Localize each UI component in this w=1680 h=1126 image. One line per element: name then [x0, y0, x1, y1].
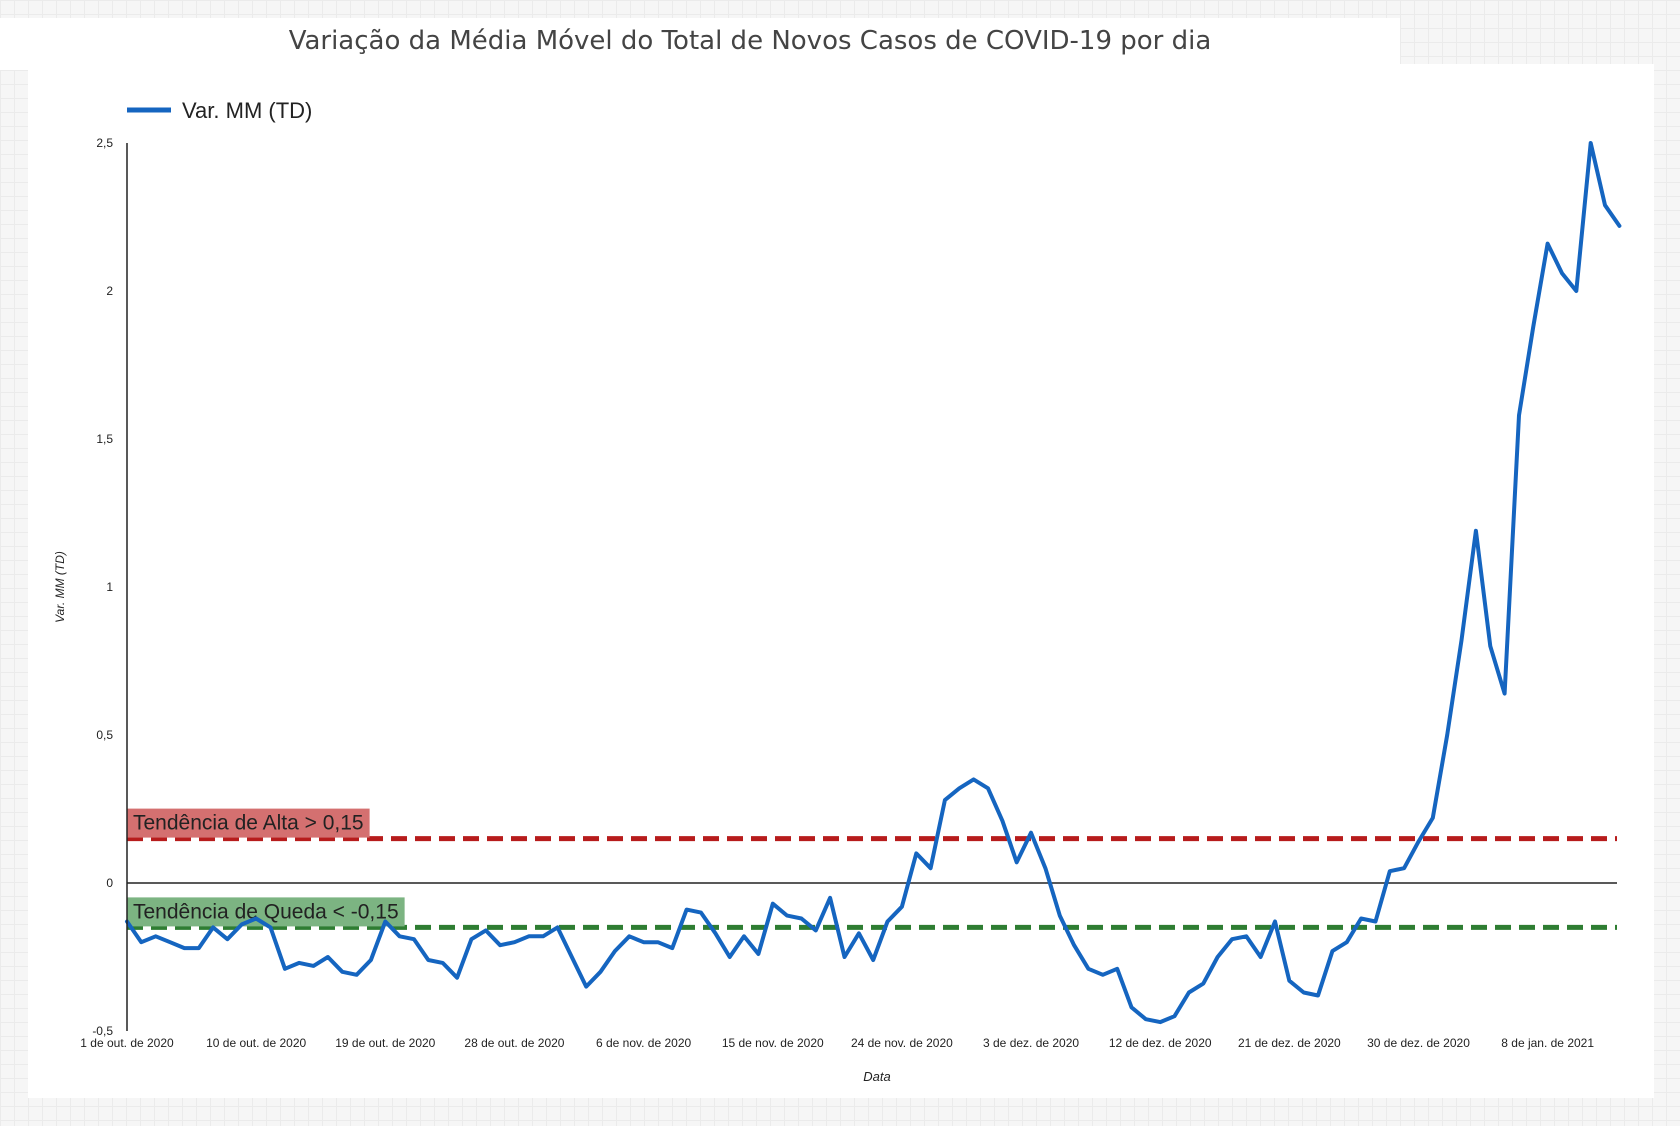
- reference-line-label: Tendência de Alta > 0,15: [133, 812, 364, 835]
- x-tick-label: 15 de nov. de 2020: [722, 1036, 824, 1050]
- x-tick-label: 10 de out. de 2020: [206, 1036, 306, 1050]
- x-tick-label: 21 de dez. de 2020: [1238, 1036, 1341, 1050]
- y-tick-label: 2: [106, 284, 113, 298]
- y-tick-label: 0: [106, 876, 113, 890]
- x-tick-label: 6 de nov. de 2020: [596, 1036, 692, 1050]
- x-tick-label: 8 de jan. de 2021: [1501, 1036, 1594, 1050]
- title-band: [0, 18, 1400, 70]
- y-tick-label: 1,5: [96, 432, 113, 446]
- x-axis-label: Data: [863, 1069, 890, 1084]
- reference-lines: Tendência de Alta > 0,15 Tendência de Que…: [127, 808, 1617, 930]
- chart-title: Variação da Média Móvel do Total de Novo…: [288, 26, 1212, 56]
- y-tick-label: 0,5: [96, 728, 113, 742]
- series-line: [125, 141, 1622, 1025]
- y-tick-label: 2,5: [96, 136, 113, 150]
- legend: Var. MM (TD): [127, 98, 312, 123]
- x-tick-label: 24 de nov. de 2020: [851, 1036, 953, 1050]
- x-tick-label: 1 de out. de 2020: [80, 1036, 174, 1050]
- series-group: [125, 141, 1622, 1025]
- x-tick-label: 19 de out. de 2020: [335, 1036, 435, 1050]
- x-tick-label: 3 de dez. de 2020: [983, 1036, 1079, 1050]
- y-tick-label: -0,5: [92, 1024, 113, 1038]
- reference-line-label: Tendência de Queda < -0,15: [133, 900, 399, 923]
- y-axis-label: Var. MM (TD): [53, 551, 67, 623]
- x-tick-label: 28 de out. de 2020: [464, 1036, 564, 1050]
- x-tick-label: 30 de dez. de 2020: [1367, 1036, 1470, 1050]
- reference-label-box: [127, 808, 370, 838]
- reference-label-box: [127, 897, 405, 927]
- axis-ticks: 2,5 2 1,5 1 0,5 0 -0,51 de out. de 2020 10 de o…: [80, 136, 1617, 1050]
- y-tick-label: 1: [106, 580, 113, 594]
- legend-label: Var. MM (TD): [182, 98, 312, 123]
- x-tick-label: 12 de dez. de 2020: [1109, 1036, 1212, 1050]
